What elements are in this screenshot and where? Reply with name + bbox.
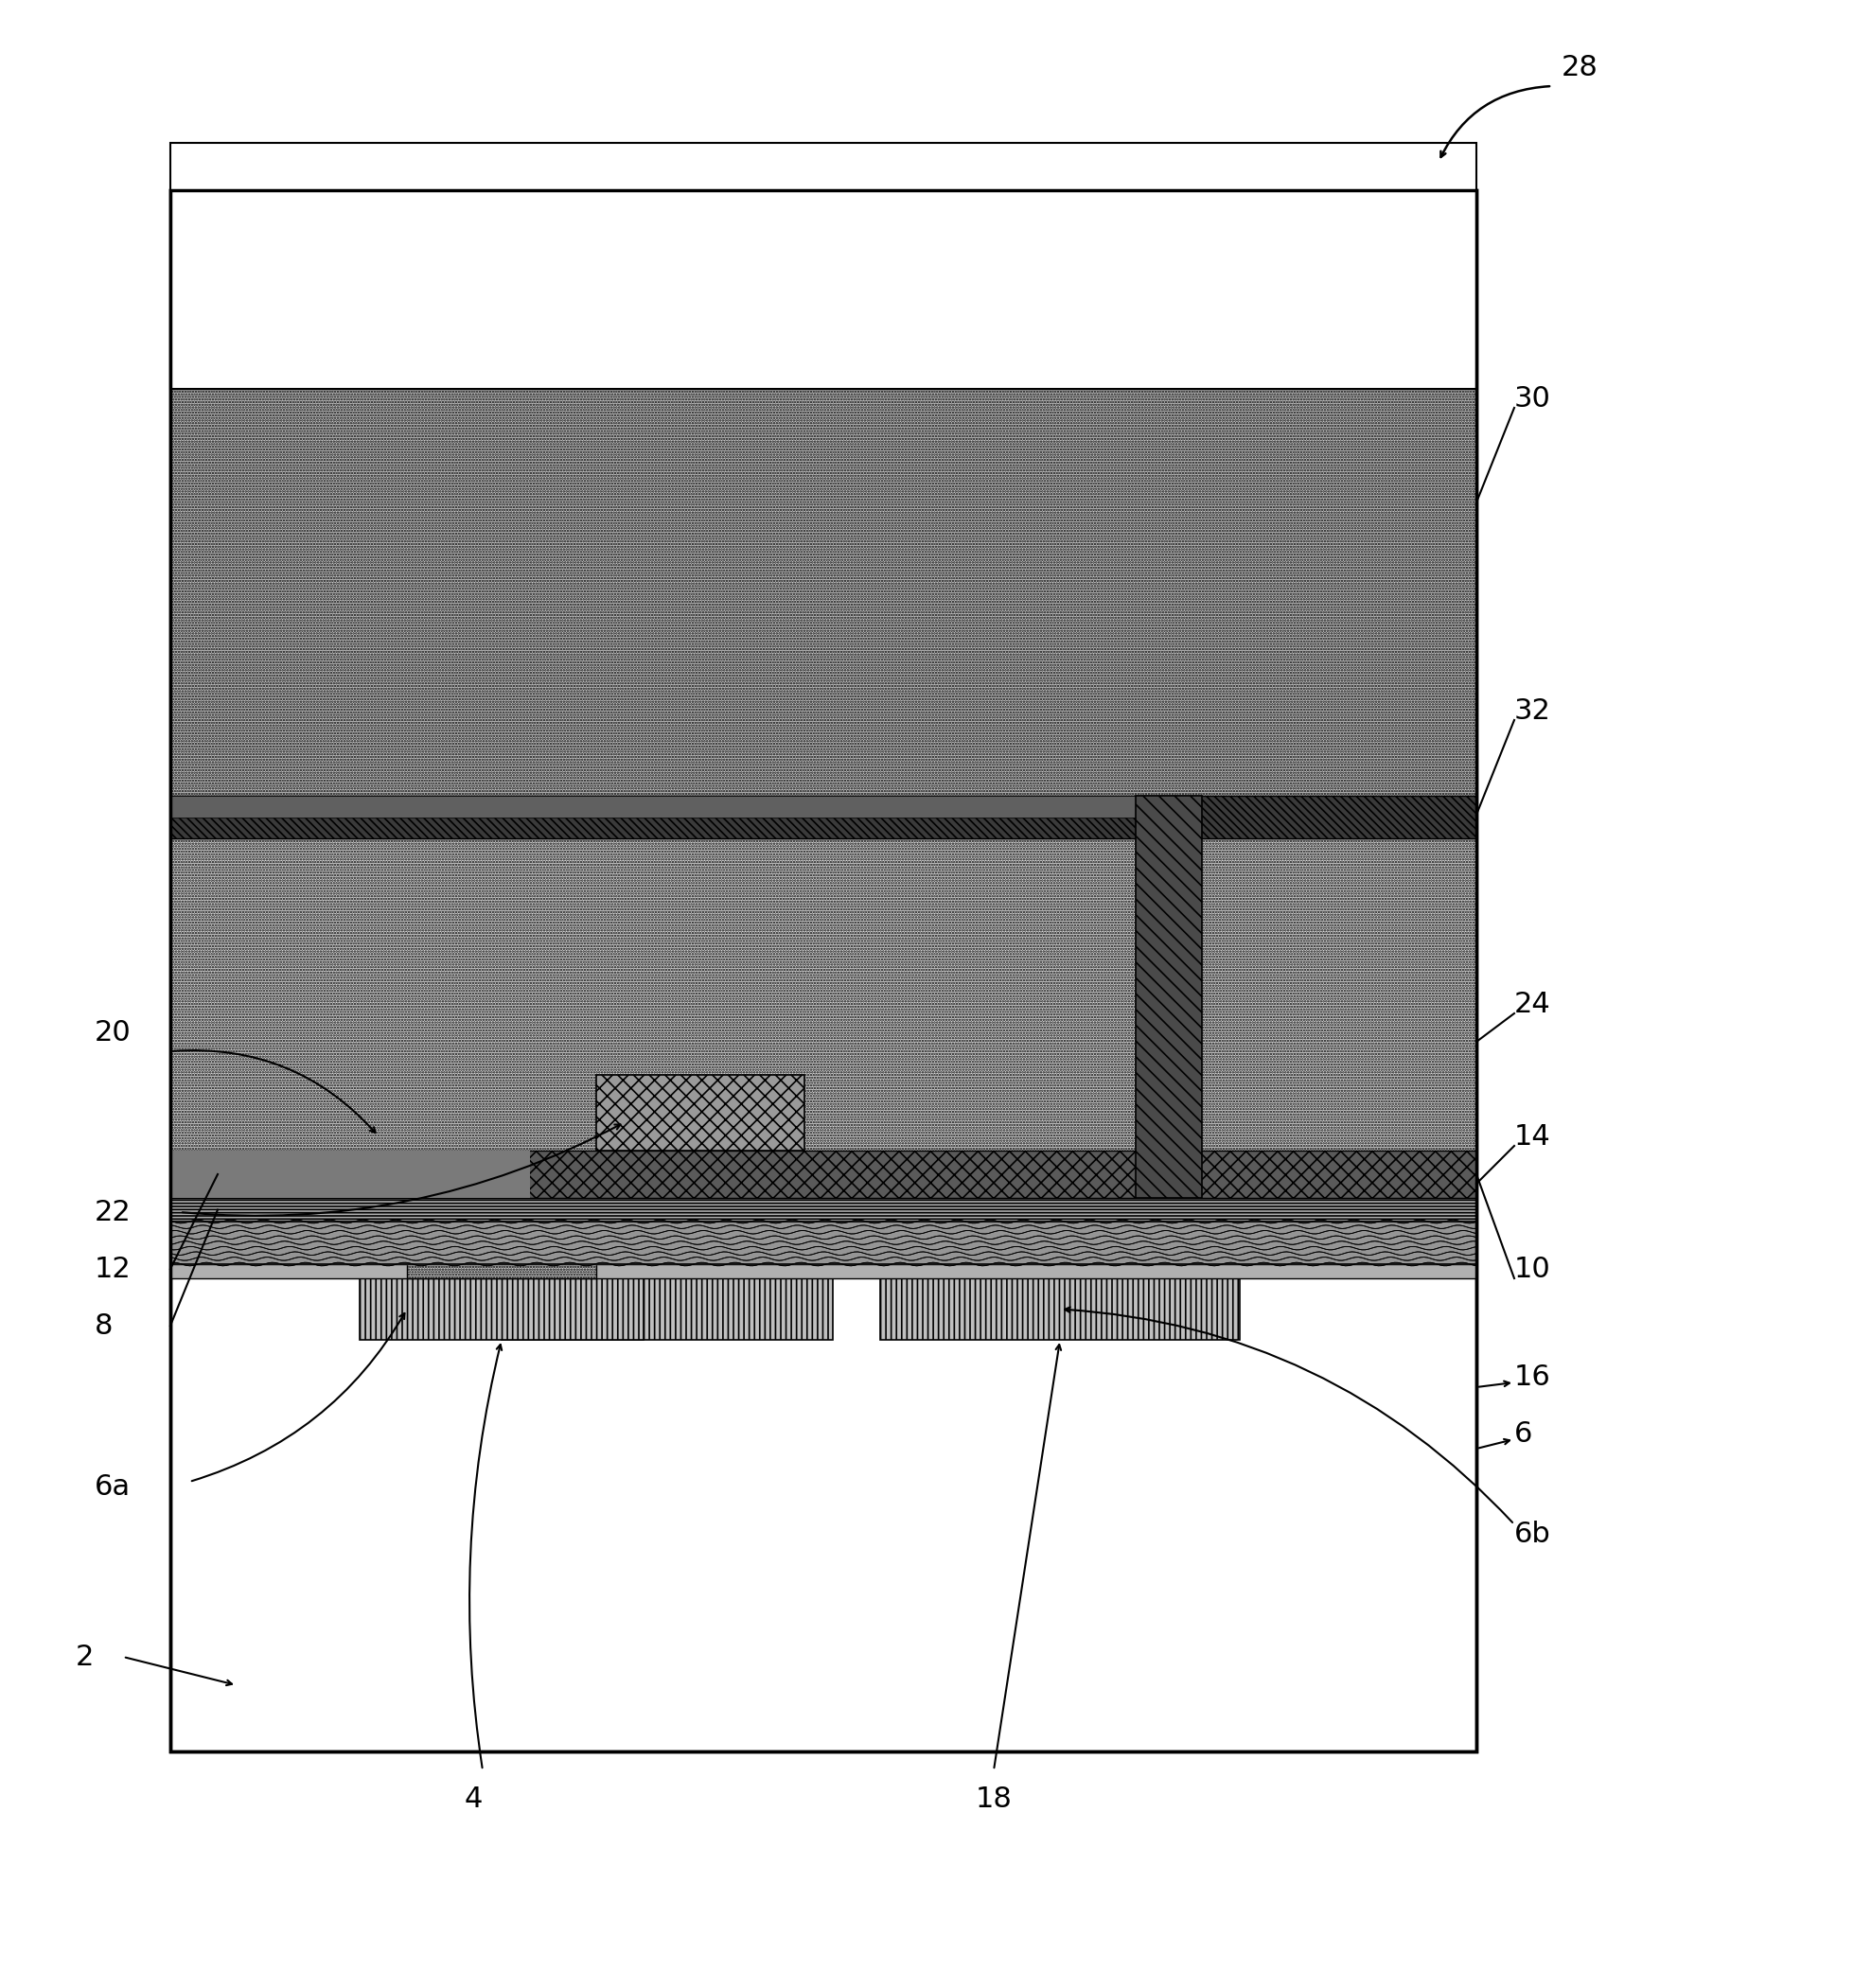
Bar bbox=[171, 1151, 530, 1199]
Text: 2: 2 bbox=[76, 1644, 95, 1670]
Text: 6b: 6b bbox=[1515, 1521, 1552, 1547]
Bar bbox=[406, 1264, 597, 1278]
Bar bbox=[171, 191, 1476, 1751]
Text: 24: 24 bbox=[1515, 990, 1552, 1018]
Bar bbox=[171, 1264, 1476, 1278]
Text: 20: 20 bbox=[95, 1018, 132, 1046]
Text: 16: 16 bbox=[1515, 1364, 1552, 1392]
Bar bbox=[171, 795, 1476, 839]
Bar bbox=[171, 1199, 1476, 1221]
Bar bbox=[171, 191, 1476, 1751]
Bar bbox=[171, 390, 1476, 795]
Bar bbox=[171, 143, 1476, 390]
Bar bbox=[1137, 795, 1201, 1199]
Text: 12: 12 bbox=[95, 1254, 132, 1282]
Text: 6a: 6a bbox=[95, 1473, 132, 1501]
Text: 10: 10 bbox=[1515, 1254, 1552, 1282]
Text: 28: 28 bbox=[1561, 54, 1598, 82]
Bar bbox=[171, 795, 1137, 817]
Text: 6: 6 bbox=[1515, 1421, 1533, 1447]
Bar bbox=[597, 1076, 805, 1151]
Text: 32: 32 bbox=[1515, 698, 1552, 724]
Bar bbox=[171, 839, 1476, 1151]
Text: 14: 14 bbox=[1515, 1123, 1552, 1151]
Bar bbox=[502, 1278, 832, 1340]
Text: 8: 8 bbox=[95, 1312, 113, 1340]
Bar bbox=[171, 1151, 1476, 1199]
Text: 22: 22 bbox=[95, 1199, 132, 1227]
Text: 4: 4 bbox=[464, 1785, 482, 1813]
Bar bbox=[360, 1278, 643, 1340]
Text: 30: 30 bbox=[1515, 384, 1552, 412]
Text: 18: 18 bbox=[975, 1785, 1012, 1813]
Bar bbox=[881, 1278, 1240, 1340]
